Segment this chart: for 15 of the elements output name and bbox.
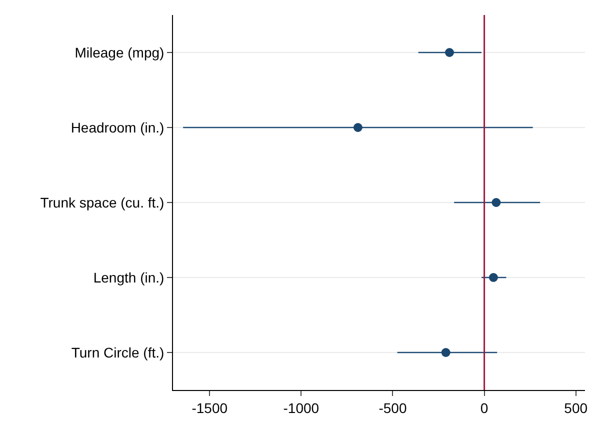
y-tick-label: Headroom (in.) xyxy=(70,119,164,136)
y-tick-label: Trunk space (cu. ft.) xyxy=(40,194,164,210)
x-tick-label: -500 xyxy=(378,400,407,416)
point xyxy=(353,123,362,132)
x-tick-label: 0 xyxy=(480,400,488,416)
x-tick-label: -1000 xyxy=(283,400,320,416)
x-tick-label: -1500 xyxy=(192,400,228,416)
y-tick-label: Turn Circle (ft.) xyxy=(71,344,164,360)
y-tick-label: Mileage (mpg) xyxy=(74,44,164,60)
point xyxy=(441,348,450,357)
y-tick-label: Length (in.) xyxy=(93,269,164,286)
point xyxy=(445,48,454,57)
point xyxy=(492,198,501,207)
point xyxy=(488,273,498,282)
x-tick-label: 500 xyxy=(564,400,588,416)
